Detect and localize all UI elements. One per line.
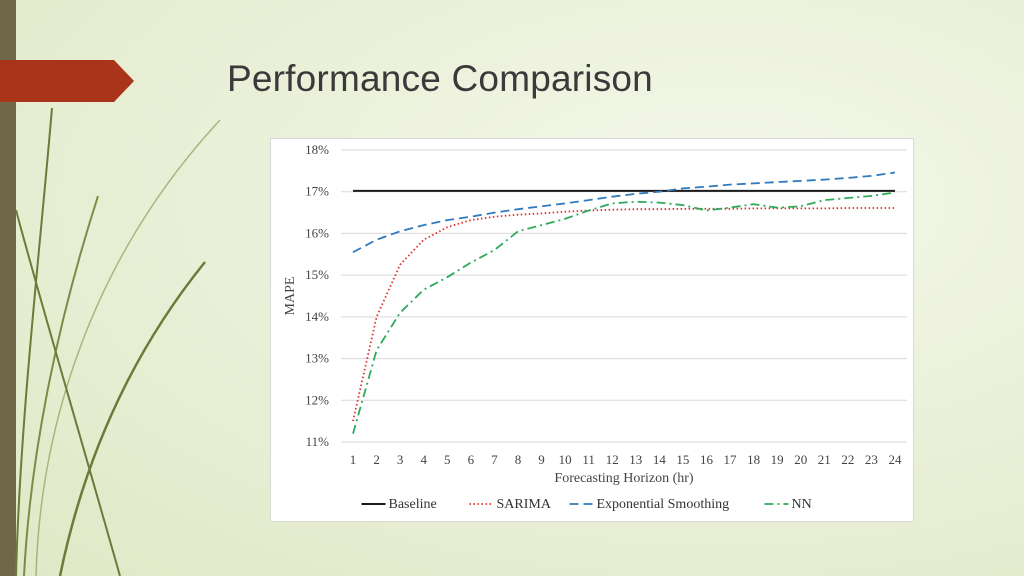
x-tick-label: 16 — [700, 452, 714, 467]
y-tick-label: 13% — [305, 351, 329, 366]
y-tick-label: 11% — [306, 434, 330, 449]
x-tick-label: 18 — [747, 452, 760, 467]
y-tick-label: 17% — [305, 184, 329, 199]
page-title: Performance Comparison — [227, 58, 653, 99]
x-tick-label: 21 — [818, 452, 831, 467]
x-tick-label: 23 — [865, 452, 878, 467]
x-tick-label: 22 — [841, 452, 854, 467]
x-tick-label: 17 — [724, 452, 738, 467]
x-tick-label: 19 — [771, 452, 784, 467]
title-arrow-marker — [0, 60, 134, 102]
x-tick-label: 5 — [444, 452, 451, 467]
x-tick-label: 6 — [468, 452, 475, 467]
legend-label: SARIMA — [497, 497, 552, 512]
series-line-sarima — [352, 207, 895, 422]
legend-label: Exponential Smoothing — [597, 497, 730, 512]
y-axis-title: MAPE — [283, 277, 298, 316]
x-tick-label: 2 — [373, 452, 380, 467]
legend-label: Baseline — [389, 497, 437, 512]
x-tick-label: 11 — [582, 452, 595, 467]
y-tick-label: 14% — [305, 309, 329, 324]
y-tick-label: 16% — [305, 225, 329, 240]
x-tick-label: 4 — [420, 452, 427, 467]
series-line-exponential-smoothing — [352, 171, 896, 253]
x-tick-label: 9 — [538, 452, 545, 467]
y-tick-label: 18% — [305, 142, 329, 157]
chart-container: 11% 12% 13% 14% 15% 16% 17% 18% 1 2 3 4 5 6 7 8 9 10 11 12 1… — [270, 138, 914, 522]
x-tick-label: 10 — [559, 452, 572, 467]
legend-label: NN — [792, 497, 812, 512]
x-tick-label: 14 — [653, 452, 667, 467]
left-accent-bar — [0, 0, 16, 576]
x-tick-label: 24 — [889, 452, 903, 467]
grass-decoration — [15, 107, 221, 576]
mape-line-chart: 11%12%13%14%15%16%17%18%1 2 3 4 5 6 7 8 9 10 11 12 1… — [283, 142, 907, 512]
x-tick-label: 20 — [794, 452, 807, 467]
y-tick-label: 12% — [305, 392, 329, 407]
x-tick-label: 7 — [491, 452, 498, 467]
x-tick-label: 1 — [350, 452, 357, 467]
x-tick-label: 13 — [629, 452, 642, 467]
x-tick-label: 3 — [397, 452, 404, 467]
x-axis-title: Forecasting Horizon (hr) — [554, 471, 694, 486]
series-line-nn — [352, 191, 896, 434]
x-tick-label: 8 — [515, 452, 522, 467]
x-tick-label: 15 — [676, 452, 689, 467]
y-tick-label: 15% — [305, 267, 329, 282]
x-tick-label: 12 — [606, 452, 619, 467]
